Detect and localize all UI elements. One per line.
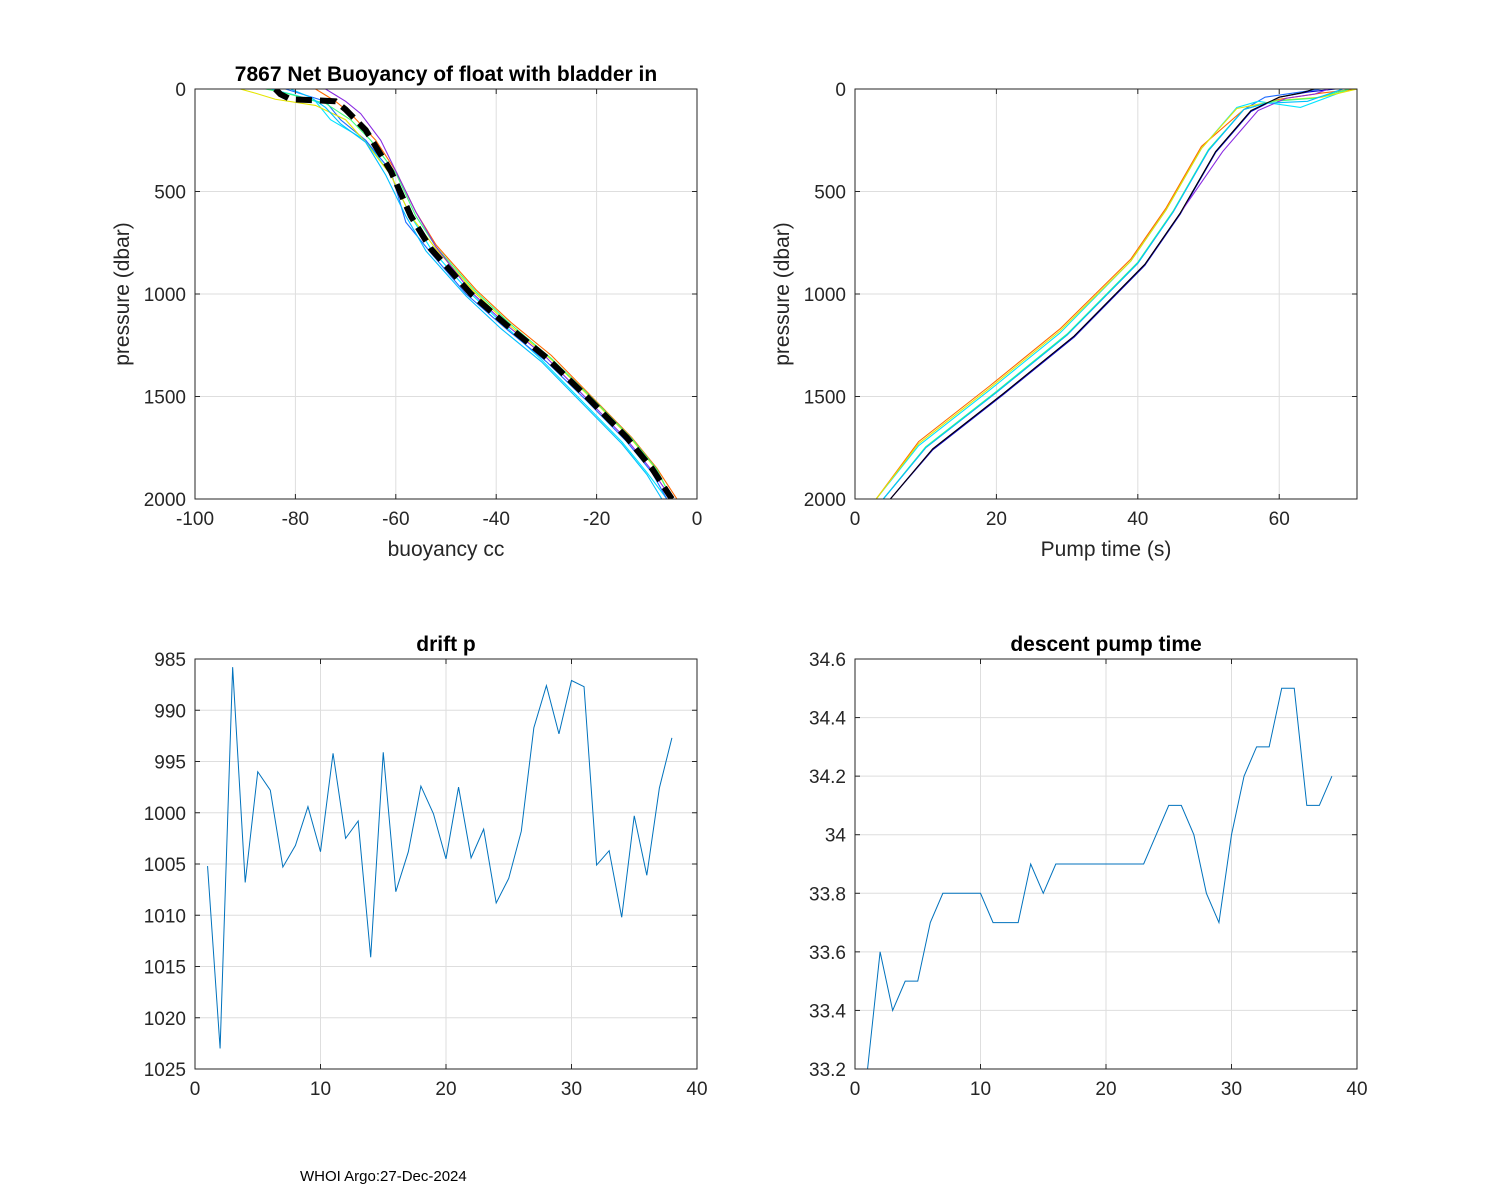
x-tick-label: 0 <box>850 1079 861 1100</box>
y-tick-label: 1000 <box>144 804 186 825</box>
y-tick-label: 2000 <box>144 490 186 511</box>
x-tick-label: 10 <box>310 1079 331 1100</box>
x-tick-label: 60 <box>1269 509 1290 530</box>
y-tick-label: 1020 <box>144 1009 186 1030</box>
y-tick-label: 1010 <box>144 906 186 927</box>
x-tick-label: 10 <box>970 1079 991 1100</box>
y-tick-label: 990 <box>154 701 186 722</box>
y-tick-label: 1500 <box>804 388 846 409</box>
chart-p3: 0 10 20 30 409859909951000100510101015102010… <box>144 633 708 1100</box>
chart-title: descent pump time <box>1010 633 1201 656</box>
series-line <box>867 687 1333 1069</box>
y-tick-label: 1005 <box>144 855 186 876</box>
series-group <box>240 89 678 499</box>
x-tick-label: 40 <box>1346 1079 1367 1100</box>
y-axis-label: pressure (dbar) <box>111 222 134 366</box>
y-tick-label: 34 <box>825 826 847 847</box>
x-tick-label: -80 <box>282 509 309 530</box>
x-tick-label: 40 <box>1127 509 1148 530</box>
y-tick-label: 1500 <box>144 388 186 409</box>
y-tick-label: 1015 <box>144 958 186 979</box>
x-tick-label: 0 <box>692 509 703 530</box>
y-tick-label: 33.6 <box>809 943 846 964</box>
chart-p1: -100 -80 -60 -40 -20 0 0 500 1000 1500 2000 7867 Ne… <box>111 63 702 561</box>
x-tick-label: 30 <box>1221 1079 1242 1100</box>
x-axis-label: buoyancy cc <box>388 538 505 561</box>
x-tick-label: 20 <box>435 1079 456 1100</box>
x-axis-label: Pump time (s) <box>1041 538 1172 561</box>
chart-p4: 0 10 20 30 40 33.2 33.4 33.6 33.8 34 34.2 34.4 34.6 d… <box>809 633 1368 1100</box>
y-tick-label: 34.6 <box>809 650 846 671</box>
profile-line-8 <box>882 89 1344 499</box>
y-tick-label: 985 <box>154 650 186 671</box>
y-tick-label: 500 <box>154 183 186 204</box>
y-tick-label: 34.4 <box>809 709 846 730</box>
y-tick-label: 500 <box>814 183 846 204</box>
series-group <box>207 667 673 1049</box>
x-tick-label: -100 <box>176 509 214 530</box>
x-tick-label: -20 <box>583 509 610 530</box>
x-tick-label: 0 <box>850 509 861 530</box>
chart-title: 7867 Net Buoyancy of float with bladder … <box>235 63 657 86</box>
y-axis-label: pressure (dbar) <box>771 222 794 366</box>
profile-line-3 <box>315 89 678 499</box>
y-tick-label: 34.2 <box>809 767 846 788</box>
series-group <box>867 687 1333 1069</box>
x-tick-label: 20 <box>1095 1079 1116 1100</box>
x-tick-label: 0 <box>190 1079 201 1100</box>
series-line <box>207 667 673 1049</box>
chart-title: drift p <box>416 633 475 656</box>
y-tick-label: 995 <box>154 753 186 774</box>
x-tick-label: 30 <box>561 1079 582 1100</box>
x-tick-label: -40 <box>482 509 509 530</box>
y-tick-label: 1000 <box>804 285 846 306</box>
y-tick-label: 33.4 <box>809 1001 846 1022</box>
series-group <box>875 89 1357 499</box>
y-tick-label: 33.8 <box>809 884 846 905</box>
footer-label: WHOI Argo:27-Dec-2024 <box>300 1168 467 1185</box>
x-tick-label: 20 <box>986 509 1007 530</box>
profile-line-9 <box>889 89 1315 499</box>
mean-profile-line <box>273 89 675 499</box>
y-tick-label: 2000 <box>804 490 846 511</box>
chart-p2: 0 20 40 60 0 500 1000 1500 2000 Pump time (s) pres… <box>771 80 1358 561</box>
y-tick-label: 0 <box>835 80 846 101</box>
y-tick-label: 0 <box>175 80 186 101</box>
y-tick-label: 33.2 <box>809 1060 846 1081</box>
y-tick-label: 1025 <box>144 1060 186 1081</box>
profile-line-7 <box>290 89 663 499</box>
y-tick-label: 1000 <box>144 285 186 306</box>
x-tick-label: -60 <box>382 509 409 530</box>
x-tick-label: 40 <box>686 1079 707 1100</box>
